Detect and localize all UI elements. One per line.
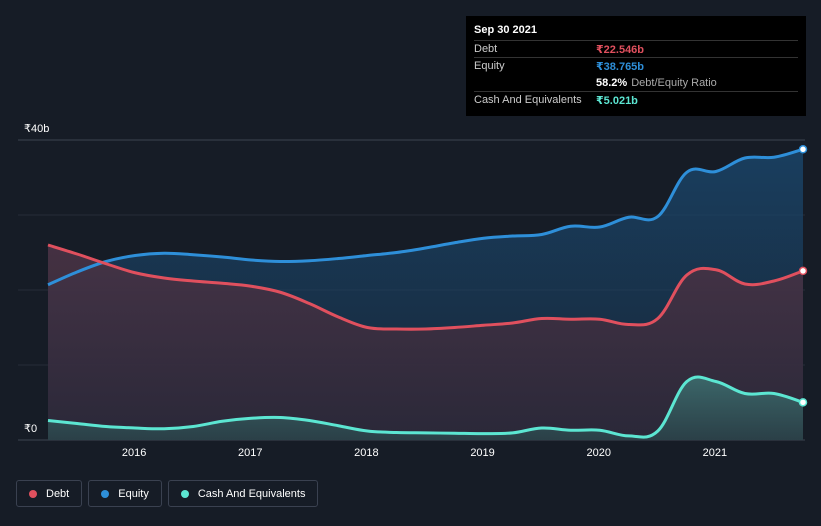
chart-tooltip: Sep 30 2021 Debt ₹22.546b Equity ₹38.765… — [466, 16, 806, 116]
tooltip-ratio-value: 58.2% — [596, 76, 628, 89]
tooltip-row-ratio: 58.2% Debt/Equity Ratio — [474, 74, 798, 91]
tooltip-row-equity: Equity ₹38.765b — [474, 57, 798, 74]
x-tick-label: 2020 — [586, 447, 611, 459]
x-tick-label: 2016 — [121, 447, 147, 459]
cash-area — [48, 377, 803, 440]
chart-legend: Debt Equity Cash And Equivalents — [16, 480, 319, 507]
debt-dot-icon — [29, 489, 37, 498]
tooltip-ratio-label: Debt/Equity Ratio — [631, 76, 717, 89]
x-tick-label: 2021 — [702, 447, 728, 459]
equity-line — [47, 147, 804, 287]
legend-label-debt: Debt — [46, 487, 70, 500]
x-tick-label: 2018 — [354, 447, 379, 459]
legend-item-equity[interactable]: Equity — [88, 480, 162, 507]
equity-dot-icon — [101, 489, 110, 498]
tooltip-debt-value: ₹22.546b — [596, 43, 645, 56]
debt-line — [47, 243, 804, 331]
cash-end-marker — [798, 398, 808, 407]
y-tick-label-top: ₹40b — [24, 123, 50, 135]
series-areas — [48, 149, 803, 440]
legend-label-equity: Equity — [118, 487, 149, 500]
x-tick-label: 2019 — [470, 447, 495, 459]
series-lines — [47, 147, 804, 439]
debt-area — [48, 245, 803, 440]
tooltip-equity-label: Equity — [474, 60, 505, 72]
tooltip-debt-label: Debt — [474, 43, 498, 55]
tooltip-equity-value: ₹38.765b — [596, 60, 645, 73]
legend-item-cash[interactable]: Cash And Equivalents — [167, 480, 319, 507]
equity-end-marker — [798, 145, 808, 154]
cash-dot-icon — [180, 489, 189, 498]
series-end-markers — [798, 145, 808, 407]
tooltip-cash-label: Cash And Equivalents — [474, 94, 582, 106]
cash-line — [47, 375, 804, 439]
tooltip-row-debt: Debt ₹22.546b — [474, 40, 798, 57]
tooltip-date: Sep 30 2021 — [474, 24, 537, 36]
tooltip-cash-value: ₹5.021b — [596, 94, 638, 107]
debt-end-marker — [798, 266, 808, 276]
legend-label-cash: Cash And Equivalents — [197, 487, 306, 500]
legend-item-debt[interactable]: Debt — [16, 480, 83, 507]
tooltip-row-cash: Cash And Equivalents ₹5.021b — [474, 91, 798, 108]
y-tick-label-bottom: ₹0 — [24, 423, 38, 435]
x-tick-label: 2017 — [238, 447, 263, 459]
